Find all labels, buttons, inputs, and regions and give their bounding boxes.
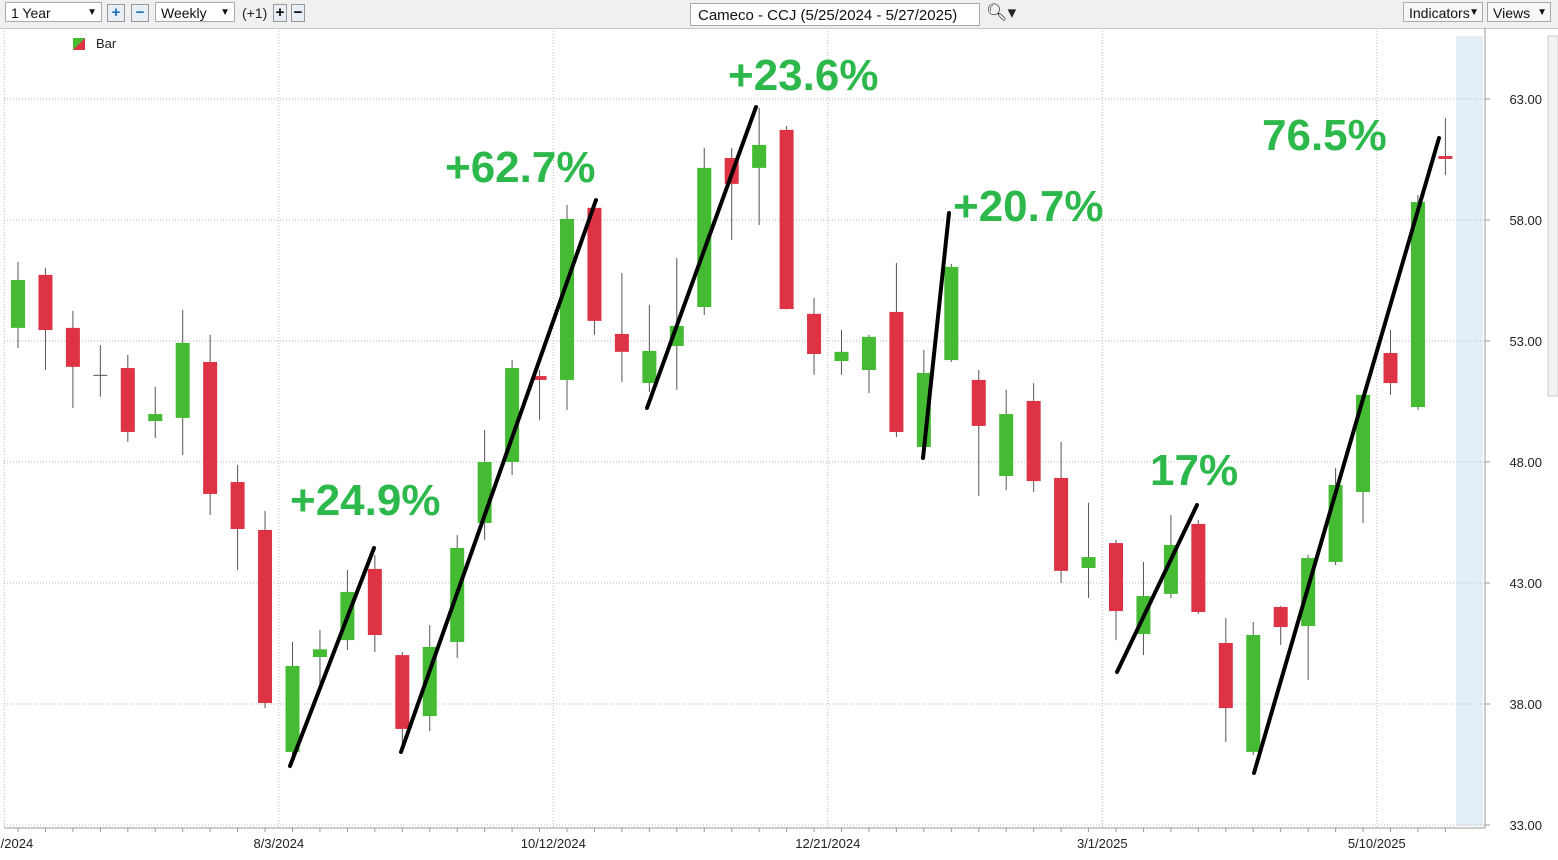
x-tick-label: 3/1/2025 [1077,836,1128,851]
trend-line [288,546,376,768]
candle-body [1410,202,1425,408]
candle-body [1109,543,1123,612]
chart: Bar 33.00 38.00 43.00 48.00 53.00 58.00 63.00 5… [0,28,1558,851]
candle-body [971,379,986,426]
annotation: 17% [1150,446,1238,495]
candle-body [697,167,712,308]
candle-body [999,414,1014,477]
side-toolbar [1547,35,1558,397]
views-text: Views [1493,5,1531,21]
y-tick-label: 53.00 [1509,334,1542,349]
interval-select[interactable]: Weekly ▼ [155,2,235,22]
legend-swatch-up [73,38,85,50]
trend-line [645,105,758,410]
candle-body [65,327,80,367]
annotation: +23.6% [728,51,878,100]
x-tick-label: 5/25/2024 [0,836,33,851]
chart-title: Cameco - CCJ (5/25/2024 - 5/27/2025) [698,7,958,24]
offset-text: (+1) [242,5,268,21]
zoom-in[interactable]: + [107,4,125,22]
candle-body [285,665,300,752]
candle-body [148,414,163,422]
candle-body [560,218,574,380]
candle-body [1163,544,1178,594]
candle-body [11,279,25,328]
trend-line [921,211,951,460]
candle-body [505,368,520,462]
interval-text: Weekly [161,5,207,21]
trend-line [1252,136,1441,775]
y-tick-label: 63.00 [1509,92,1542,107]
annotation: +62.7% [445,143,595,192]
candle-body [779,129,794,310]
y-tick-label: 33.00 [1509,818,1542,833]
candle-body [395,655,410,729]
range-select[interactable]: 1 Year ▼ [5,2,102,22]
range-text: 1 Year [11,5,51,21]
indicators-button[interactable]: Indicators ▼ [1403,2,1483,22]
candle-body [203,362,218,494]
candle-body [175,342,190,418]
candle-body [807,313,822,355]
symbol-box[interactable]: Cameco - CCJ (5/25/2024 - 5/27/2025) [690,3,980,26]
candle-body [1081,557,1096,568]
trend-line [399,198,598,754]
annotation: +24.9% [290,476,440,525]
candle-body [587,207,602,321]
candle-body [1438,156,1453,159]
candle-body [312,649,327,658]
candle-body [1026,400,1041,482]
y-tick-label: 58.00 [1509,213,1542,228]
candle-body [1054,477,1069,571]
candle-body [614,333,629,352]
x-tick-label: 12/21/2024 [795,836,860,851]
candle-body [1218,642,1233,709]
annotation: 76.5% [1262,111,1387,160]
y-tick-label: 38.00 [1509,697,1542,712]
candle-body [1273,606,1288,628]
toolbar: 1 Year ▼ + − Weekly ▼ (+1) + − Cameco - CC… [0,0,1558,29]
candle-body [230,482,245,530]
x-tick-label: 5/10/2025 [1348,836,1406,851]
y-tick-label: 48.00 [1509,455,1542,470]
views-button[interactable]: Views ▼ [1487,2,1551,22]
candle-body [861,336,876,370]
candle-body [1246,635,1261,752]
candle-body [93,374,108,376]
x-tick-label: 8/3/2024 [253,836,304,851]
zoom-out[interactable]: − [131,4,149,22]
candle-body [944,266,959,361]
candle-body [752,144,767,168]
offset-plus[interactable]: + [273,4,287,22]
y-tick-label: 43.00 [1509,576,1542,591]
candle-body [120,368,135,432]
candle-body [1356,394,1371,492]
annotation: +20.7% [953,182,1103,231]
search-icon[interactable]: 🔍︎▾ [986,3,1017,22]
candle-body [1191,523,1206,613]
trend-line [1115,503,1199,674]
candle-body [532,376,547,380]
candle-body [38,274,53,331]
candle-body [258,529,273,704]
x-tick-label: 10/12/2024 [521,836,586,851]
legend-label: Bar [96,36,117,51]
candle-body [642,350,657,384]
future-zone [1456,36,1483,826]
candle-body [1383,353,1398,384]
offset-minus[interactable]: − [291,4,305,22]
candle-body [889,311,904,432]
candle-body [834,351,849,362]
indicators-text: Indicators [1409,5,1470,21]
candle-body [367,568,382,636]
